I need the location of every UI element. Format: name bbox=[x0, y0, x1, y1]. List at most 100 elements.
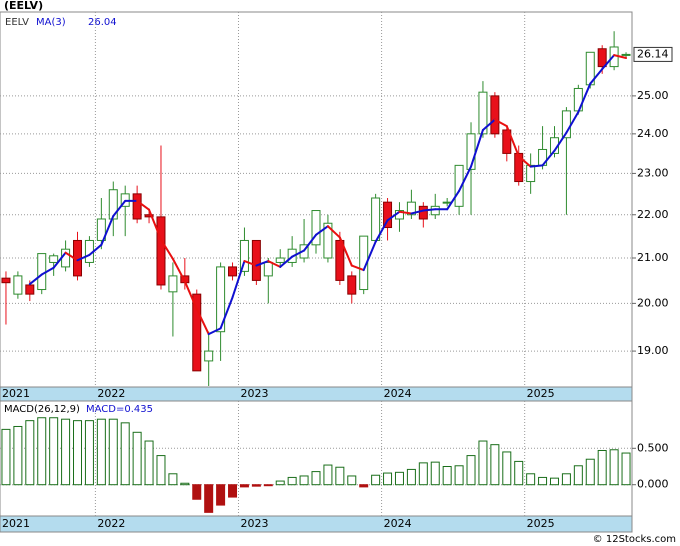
ma-line bbox=[541, 149, 556, 167]
candle-body bbox=[311, 210, 321, 246]
ma-line bbox=[219, 296, 234, 330]
macd-bar bbox=[347, 475, 357, 486]
x-tick-label: 2023 bbox=[240, 517, 268, 530]
candle-body bbox=[37, 253, 47, 291]
macd-bar bbox=[108, 418, 118, 486]
macd-bar bbox=[490, 444, 500, 486]
x-axis-band bbox=[0, 515, 633, 533]
candle-body bbox=[383, 201, 393, 229]
ma-line bbox=[493, 118, 508, 128]
candle-body bbox=[263, 261, 273, 277]
x-tick-label: 2024 bbox=[384, 387, 412, 400]
candle-body bbox=[490, 95, 500, 135]
ma-line bbox=[148, 208, 162, 241]
ma-line bbox=[517, 155, 532, 168]
ma-line bbox=[613, 54, 628, 59]
macd-bar bbox=[538, 476, 548, 486]
macd-bar bbox=[192, 484, 202, 500]
macd-bar bbox=[180, 482, 190, 486]
macd-bar bbox=[216, 484, 226, 506]
y-tick-label: 22.00 bbox=[637, 208, 669, 221]
macd-bar bbox=[239, 484, 249, 488]
macd-bar bbox=[406, 468, 416, 486]
macd-bar bbox=[25, 420, 35, 486]
macd-bar bbox=[454, 465, 464, 486]
candle-body bbox=[25, 284, 35, 295]
price-panel bbox=[0, 11, 633, 388]
macd-bar bbox=[204, 484, 214, 513]
ma-line bbox=[386, 210, 401, 222]
ma-line bbox=[577, 82, 592, 114]
macd-bar bbox=[299, 475, 309, 486]
legend-label: EELV bbox=[5, 17, 29, 28]
macd-bar bbox=[502, 451, 512, 486]
macd-bar bbox=[561, 473, 571, 486]
last-price-box bbox=[633, 46, 673, 62]
macd-bar bbox=[132, 431, 142, 486]
candle-body bbox=[13, 275, 23, 295]
y-tick-label: 0.500 bbox=[637, 441, 669, 454]
legend-ma: MA(3) bbox=[36, 17, 66, 28]
ma-line bbox=[481, 118, 496, 131]
candle-body bbox=[239, 239, 249, 272]
macd-bar bbox=[61, 418, 71, 486]
ma-line bbox=[243, 260, 258, 267]
ma-line bbox=[446, 189, 461, 211]
candle-body bbox=[478, 91, 488, 135]
candle-body bbox=[418, 205, 428, 220]
ma-line bbox=[100, 215, 115, 246]
x-tick-label: 2021 bbox=[2, 517, 30, 530]
macd-bar bbox=[478, 440, 488, 486]
macd-bar bbox=[84, 420, 94, 486]
source: © 12Stocks.com bbox=[593, 534, 676, 545]
ma-line bbox=[374, 219, 389, 243]
candle-body bbox=[323, 222, 333, 259]
macd-bar bbox=[49, 417, 59, 486]
candle-body bbox=[96, 218, 106, 241]
macd-bar bbox=[13, 425, 23, 486]
candle-body bbox=[108, 189, 118, 220]
x-tick-label: 2025 bbox=[527, 387, 555, 400]
macd-bar bbox=[466, 455, 476, 486]
macd-bar bbox=[526, 473, 536, 486]
candle-body bbox=[454, 164, 464, 207]
y-tick-label: 24.00 bbox=[637, 127, 669, 140]
macd-bar bbox=[585, 458, 595, 486]
ma-line bbox=[195, 307, 210, 336]
y-tick-label: 23.00 bbox=[637, 166, 669, 179]
ma-line bbox=[267, 260, 282, 268]
ma-line bbox=[410, 209, 425, 215]
macd-bar bbox=[168, 473, 178, 486]
macd-bar bbox=[228, 484, 238, 498]
candle-body bbox=[251, 239, 261, 281]
candle-body bbox=[526, 164, 536, 183]
macd-bar bbox=[263, 484, 273, 487]
macd-bar bbox=[430, 461, 440, 486]
y-tick-label: 0.000 bbox=[637, 478, 669, 491]
macd-bar bbox=[1, 428, 11, 486]
ma-line bbox=[565, 111, 580, 134]
macd-bar bbox=[418, 462, 428, 486]
x-tick-label: 2025 bbox=[527, 517, 555, 530]
ma-line bbox=[207, 327, 222, 336]
x-tick-label: 2024 bbox=[384, 517, 412, 530]
candle-body bbox=[1, 277, 11, 284]
candle-body bbox=[442, 201, 452, 204]
ma-line bbox=[279, 255, 294, 268]
candle-body bbox=[621, 53, 631, 56]
candle-body bbox=[502, 129, 512, 154]
candle-body bbox=[192, 293, 202, 372]
candle-body bbox=[168, 275, 178, 293]
macd-bar bbox=[323, 464, 333, 486]
candle-body bbox=[204, 350, 214, 362]
ma-line bbox=[553, 131, 568, 152]
ma-line bbox=[40, 266, 55, 276]
last-price-label: 26.14 bbox=[637, 47, 669, 60]
x-tick-label: 2022 bbox=[97, 517, 125, 530]
macd-bar bbox=[597, 449, 607, 486]
y-tick-label: 19.00 bbox=[637, 344, 669, 357]
macd-bar bbox=[37, 417, 47, 486]
candle-body bbox=[228, 266, 238, 277]
ma-line bbox=[76, 253, 91, 262]
